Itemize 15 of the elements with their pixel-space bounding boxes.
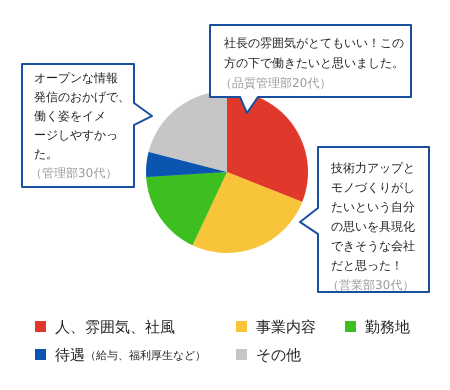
text: 社長の雰囲気がとてもいい！この方の下で働きたいと思いました。 <box>224 36 404 70</box>
text: 技術力アップとモノづくりがしたいという自分の思いを具現化できそうな会社だと思った！ <box>330 161 415 272</box>
pie-slice <box>146 152 227 178</box>
text: （管理部30代） <box>30 166 118 180</box>
text: オープンな情報発信のおかげで、働く姿をイメージしやすかった。 <box>34 71 130 161</box>
legend-label: その他 <box>256 346 301 364</box>
legend-label: 事業内容 <box>256 318 316 336</box>
text: （営業部30代） <box>327 278 414 292</box>
text: （品質管理部20代） <box>220 76 332 90</box>
pie-slice <box>192 172 302 253</box>
pie-slice <box>148 91 227 172</box>
legend-label: 勤務地 <box>365 318 410 336</box>
pie-slice <box>146 172 227 246</box>
legend-label: 人、雰囲気、社風 <box>55 318 175 336</box>
legend-label: 待遇（給与、福利厚生など） <box>55 346 206 364</box>
